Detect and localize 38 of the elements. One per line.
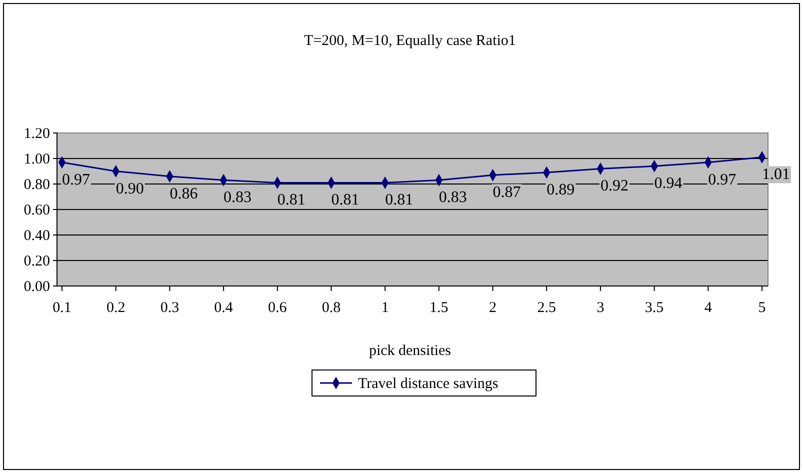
x-tick-label: 5 <box>758 300 766 316</box>
y-tick-label: 0.60 <box>24 202 50 218</box>
x-tick-label: 0.1 <box>52 300 72 316</box>
x-axis-title: pick densities <box>368 343 452 359</box>
data-label: 0.94 <box>654 175 682 192</box>
y-tick-label: 0.20 <box>24 253 50 270</box>
data-label: 0.92 <box>600 178 628 195</box>
x-tick-label: 0.6 <box>268 300 288 316</box>
x-tick-label: 0.3 <box>160 300 180 316</box>
data-label: 1.01 <box>762 166 790 184</box>
data-label: 0.97 <box>708 171 736 188</box>
x-tick-label: 3.5 <box>644 300 664 316</box>
y-tick-label: 1.00 <box>24 151 50 168</box>
data-label: 0.81 <box>331 192 360 209</box>
y-tick-label: 0.00 <box>24 278 50 295</box>
chart-title: T=200, M=10, Equally case Ratio1 <box>304 33 516 49</box>
y-tick-label: 1.20 <box>24 126 50 142</box>
x-tick-label: 1.5 <box>430 300 448 316</box>
x-tick-label: 4 <box>704 300 712 316</box>
data-label: 0.83 <box>224 189 252 206</box>
data-label: 0.90 <box>116 180 144 198</box>
x-tick-label: 0.4 <box>214 300 234 316</box>
x-tick-label: 2 <box>489 300 497 316</box>
y-tick-label: 0.80 <box>24 176 50 193</box>
y-tick-label: 0.40 <box>24 228 50 244</box>
data-label: 0.81 <box>385 192 414 209</box>
data-label: 0.89 <box>546 182 575 199</box>
data-label: 0.83 <box>438 189 467 206</box>
data-label: 0.81 <box>277 192 306 209</box>
x-tick-label: 3 <box>596 300 604 316</box>
data-label: 0.86 <box>170 185 198 202</box>
x-tick-label: 0.8 <box>322 300 341 316</box>
x-tick-label: 1 <box>381 300 389 316</box>
legend-label: Travel distance savings <box>358 376 498 392</box>
x-tick-label: 0.2 <box>106 300 126 316</box>
x-tick-label: 2.5 <box>537 300 556 316</box>
data-label: 0.97 <box>62 171 90 188</box>
data-label: 0.87 <box>492 184 521 202</box>
